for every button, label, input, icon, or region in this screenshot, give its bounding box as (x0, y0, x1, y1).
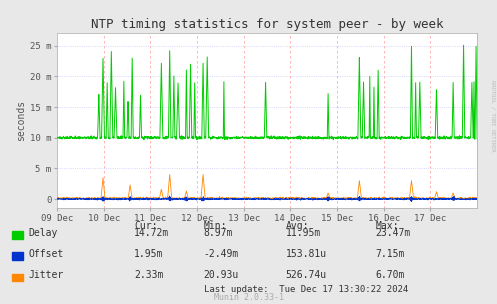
Text: 1.95m: 1.95m (134, 249, 164, 259)
Text: 153.81u: 153.81u (286, 249, 327, 259)
Text: 20.93u: 20.93u (204, 270, 239, 280)
Text: Avg:: Avg: (286, 222, 309, 231)
Text: 8.97m: 8.97m (204, 228, 233, 237)
Text: RRDTOOL / TOBI OETIKER: RRDTOOL / TOBI OETIKER (491, 80, 496, 151)
Text: -2.49m: -2.49m (204, 249, 239, 259)
Text: 2.33m: 2.33m (134, 270, 164, 280)
Text: 6.70m: 6.70m (375, 270, 405, 280)
Y-axis label: seconds: seconds (16, 100, 26, 141)
Text: Munin 2.0.33-1: Munin 2.0.33-1 (214, 293, 283, 302)
Text: Cur:: Cur: (134, 222, 158, 231)
Title: NTP timing statistics for system peer - by week: NTP timing statistics for system peer - … (91, 18, 443, 31)
Text: 526.74u: 526.74u (286, 270, 327, 280)
Text: Max:: Max: (375, 222, 399, 231)
Text: 7.15m: 7.15m (375, 249, 405, 259)
Text: Delay: Delay (28, 228, 58, 237)
Text: Last update:  Tue Dec 17 13:30:22 2024: Last update: Tue Dec 17 13:30:22 2024 (204, 285, 408, 294)
Text: Jitter: Jitter (28, 270, 64, 280)
Text: Min:: Min: (204, 222, 227, 231)
Text: 23.47m: 23.47m (375, 228, 411, 237)
Text: 14.72m: 14.72m (134, 228, 169, 237)
Text: 11.95m: 11.95m (286, 228, 321, 237)
Text: Offset: Offset (28, 249, 64, 259)
